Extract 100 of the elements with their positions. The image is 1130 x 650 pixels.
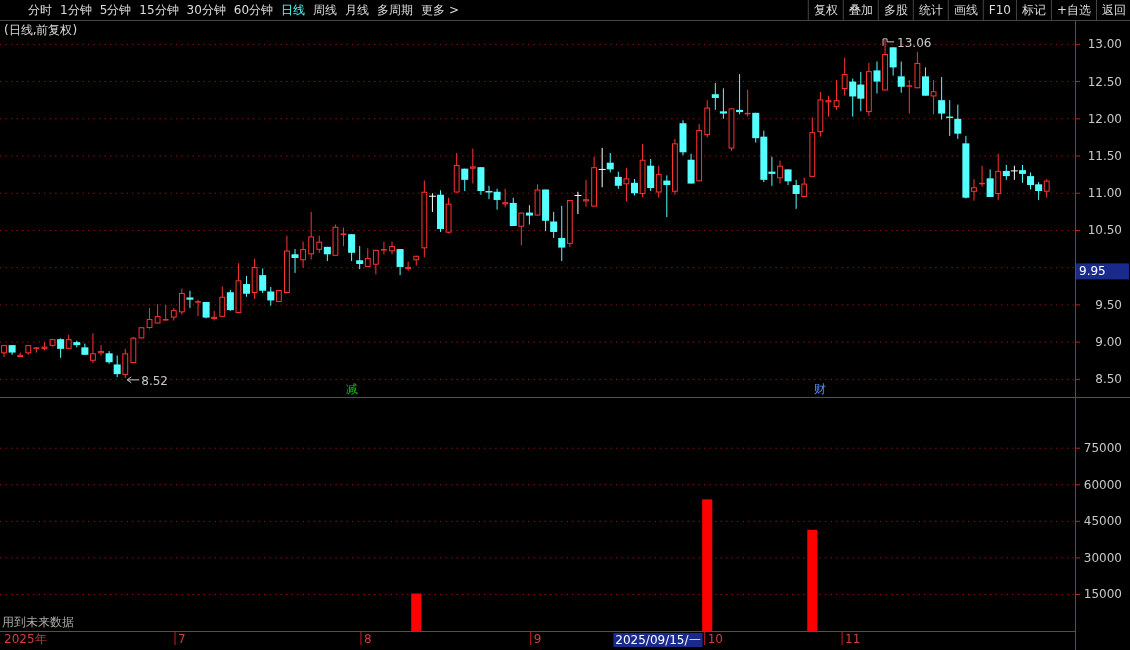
candlestick	[801, 177, 808, 198]
candlestick	[623, 167, 630, 202]
candlestick	[971, 178, 977, 202]
y-tick-label: 8.50	[1095, 372, 1122, 387]
x-tick-label: 9	[533, 632, 542, 646]
candlestick	[372, 249, 379, 275]
y-tick-label: 13.00	[1087, 37, 1122, 52]
chart-title: (日线,前复权)	[4, 23, 78, 37]
x-tick-label: 10	[707, 632, 723, 646]
text: 标记	[1020, 3, 1046, 17]
candlestick	[655, 165, 662, 199]
text: 多股	[883, 3, 908, 17]
text: 15分钟	[139, 3, 179, 17]
candlestick	[954, 104, 962, 140]
candlestick	[906, 79, 913, 115]
y-tick-label: 12.50	[1087, 74, 1122, 89]
text: 2025/09/15/一	[615, 633, 701, 647]
candlestick	[469, 148, 476, 185]
candlestick	[396, 248, 404, 276]
candlestick	[300, 241, 307, 269]
candlestick	[493, 188, 501, 211]
text: 30分钟	[186, 3, 226, 17]
candlestick	[291, 248, 299, 274]
candlestick	[995, 153, 1002, 201]
candlestick	[550, 211, 558, 239]
candlestick	[389, 241, 395, 255]
text: 2025年	[4, 632, 47, 646]
candlestick	[219, 285, 226, 318]
bar	[702, 499, 713, 631]
y-tick-label: 9.00	[1095, 335, 1122, 350]
y-tick-label: 11.50	[1087, 149, 1122, 164]
candlestick	[598, 147, 606, 188]
candlestick	[356, 245, 364, 270]
candlestick	[574, 191, 582, 215]
candlestick	[428, 192, 436, 213]
candlestick	[719, 87, 727, 120]
candlestick	[986, 168, 994, 198]
text: 月线	[345, 3, 370, 17]
text: 更多 >	[421, 3, 459, 17]
candlestick	[364, 247, 371, 268]
candlestick	[1043, 178, 1050, 199]
annotation: 13.06	[897, 35, 932, 50]
candlestick	[1010, 165, 1018, 181]
text: 复权	[813, 3, 838, 17]
text: 画线	[953, 3, 978, 17]
candlestick	[663, 174, 671, 218]
text: 分时	[28, 3, 52, 17]
text: 周线	[313, 3, 338, 17]
candlestick	[509, 197, 517, 227]
candlestick	[195, 299, 201, 317]
candlestick	[186, 290, 194, 309]
text: 1分钟	[60, 3, 92, 17]
text: 9.95	[1079, 264, 1106, 279]
text: 60分钟	[233, 3, 274, 17]
candlestick	[889, 46, 897, 77]
candlestick	[308, 211, 315, 260]
text: 叠加	[848, 3, 873, 17]
y-tick-label: 11.00	[1087, 186, 1122, 201]
y-tick-label: 60000	[1083, 477, 1122, 492]
candlestick	[938, 76, 946, 121]
candlestick	[583, 179, 589, 208]
y-tick-label: 15000	[1083, 587, 1122, 602]
y-tick-label: 10.50	[1087, 223, 1122, 238]
candlestick	[711, 82, 719, 111]
candlestick	[98, 344, 104, 357]
candlestick	[154, 303, 161, 325]
annotation: 8.52	[141, 373, 168, 388]
annotation: 减	[345, 382, 358, 396]
candlestick	[525, 204, 533, 226]
text: F10	[988, 3, 1011, 17]
text: +自选	[1056, 3, 1091, 17]
candlestick	[873, 60, 881, 94]
candlestick	[930, 79, 937, 115]
text: 5分钟	[99, 3, 132, 17]
candlestick	[777, 159, 783, 185]
candlestick	[792, 179, 800, 210]
y-tick-label: 12.00	[1087, 111, 1122, 126]
candlestick	[825, 95, 832, 118]
candlestick	[897, 60, 905, 94]
candlestick	[340, 226, 347, 247]
bar	[807, 529, 818, 631]
x-tick-label: 8	[363, 632, 372, 646]
candlestick	[558, 205, 566, 262]
candlestick	[381, 241, 387, 255]
candlestick	[841, 57, 848, 97]
candlestick	[647, 158, 655, 192]
candlestick	[90, 332, 96, 364]
candlestick	[687, 153, 695, 185]
annotation: 财	[814, 382, 827, 396]
candlestick	[477, 166, 485, 196]
candlestick	[518, 212, 525, 246]
annotation: 用到未来数据	[2, 615, 74, 629]
y-tick-label: 45000	[1083, 514, 1122, 529]
candlestick	[921, 66, 929, 97]
text: 日线	[281, 3, 306, 17]
candlestick	[348, 233, 356, 262]
text: 多周期	[377, 3, 414, 17]
candlestick	[833, 79, 840, 111]
candlestick	[178, 288, 185, 316]
x-tick-label: 7	[178, 632, 186, 646]
